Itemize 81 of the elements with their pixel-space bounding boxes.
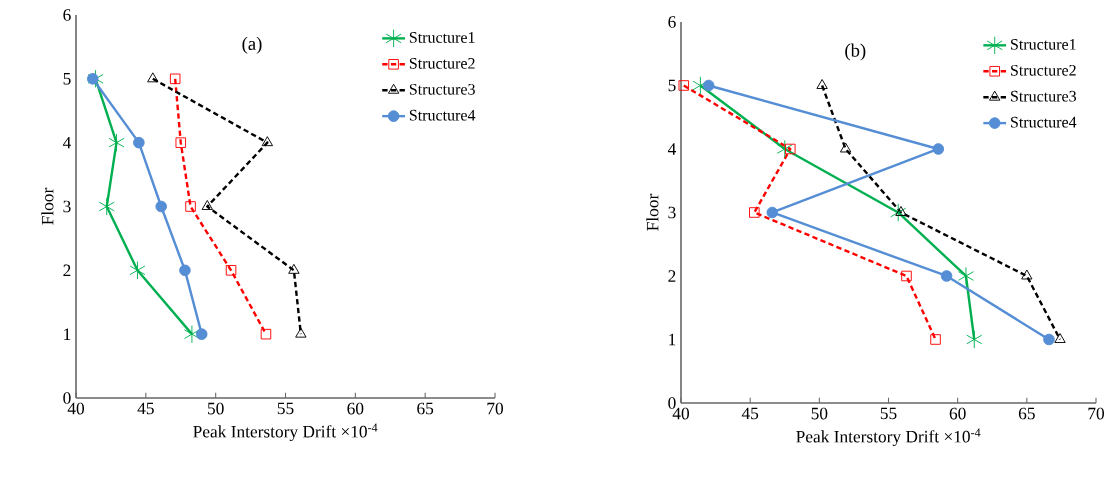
y-tick-label: 1 <box>64 328 71 340</box>
point <box>288 263 300 274</box>
point <box>133 136 145 149</box>
y-tick-label: 4 <box>667 143 677 155</box>
y-tick-label: 0 <box>668 397 676 409</box>
x-tick-label: 40 <box>67 402 85 415</box>
point <box>966 330 983 349</box>
y-tick-label: 4 <box>62 136 72 149</box>
point <box>295 327 307 338</box>
point <box>225 265 237 276</box>
point <box>895 206 907 216</box>
y-tick-label: 6 <box>668 16 676 28</box>
legend-label: Structure3 <box>409 83 475 95</box>
point <box>87 69 104 88</box>
x-axis-title: Peak Interstory Drift ×10$^{-4}$ <box>796 428 981 447</box>
y-tick-label: 2 <box>63 264 71 277</box>
point <box>1021 269 1033 280</box>
point <box>98 197 115 216</box>
x-tick-label: 40 <box>672 407 690 420</box>
x-tick-label: 65 <box>417 402 434 415</box>
x-tick-label: 45 <box>741 407 759 420</box>
point <box>776 139 793 159</box>
y-tick-label: 3 <box>63 200 71 213</box>
point <box>678 80 690 91</box>
x-tick-label: 45 <box>137 402 154 415</box>
x-tick-label: 60 <box>949 407 966 420</box>
x-tick-label: 70 <box>487 402 504 415</box>
y-tick-label: 0 <box>63 392 71 404</box>
point <box>129 261 146 280</box>
legend-label: Structure1 <box>409 32 475 43</box>
point <box>940 270 953 282</box>
y-tick-label: 6 <box>63 9 71 21</box>
point <box>183 325 200 344</box>
x-tick-label: 65 <box>1018 407 1035 420</box>
point <box>175 137 187 148</box>
y-tick-label: 1 <box>669 333 676 346</box>
legend-label: Structure3 <box>1011 90 1077 102</box>
point <box>702 79 715 92</box>
point <box>261 136 274 147</box>
point <box>749 207 760 218</box>
point <box>890 203 907 222</box>
point <box>932 143 945 155</box>
legend-label: Structure2 <box>1011 64 1076 76</box>
y-tick-label: 3 <box>668 206 676 219</box>
point <box>185 201 196 212</box>
point <box>1054 333 1066 343</box>
y-tick-label: 5 <box>668 79 676 92</box>
x-tick-label: 55 <box>880 407 897 420</box>
point <box>901 270 912 282</box>
legend-label: Structure1 <box>1011 39 1076 50</box>
point <box>816 79 828 89</box>
point <box>86 73 99 85</box>
point <box>108 133 125 152</box>
x-tick-label: 55 <box>277 402 294 415</box>
point <box>260 328 272 340</box>
y-tick-label: 5 <box>63 73 71 85</box>
text: (b) <box>845 43 866 61</box>
legend-label: Structure4 <box>409 109 476 121</box>
legend-label: Structure2 <box>409 58 475 69</box>
point <box>957 266 974 286</box>
y-axis-title: Floor <box>41 187 54 225</box>
point <box>785 143 796 155</box>
text: (a) <box>242 36 262 54</box>
point <box>930 334 941 345</box>
point <box>147 72 159 83</box>
x-tick-label: 50 <box>811 407 828 420</box>
x-tick-label: 60 <box>347 402 364 415</box>
x-tick-label: 50 <box>208 402 224 415</box>
x-tick-label: 70 <box>1088 407 1105 420</box>
point <box>179 264 191 277</box>
y-axis-title: Floor <box>646 193 659 231</box>
x-axis-title: Peak Interstory Drift ×10$^{-4}$ <box>193 423 378 442</box>
point <box>766 206 779 219</box>
legend-label: Structure4 <box>1011 116 1077 128</box>
point <box>1043 333 1055 346</box>
y-tick-label: 2 <box>668 270 676 282</box>
point <box>169 73 181 85</box>
point <box>155 200 168 213</box>
point <box>839 142 852 153</box>
point <box>201 200 213 210</box>
point <box>195 328 208 340</box>
